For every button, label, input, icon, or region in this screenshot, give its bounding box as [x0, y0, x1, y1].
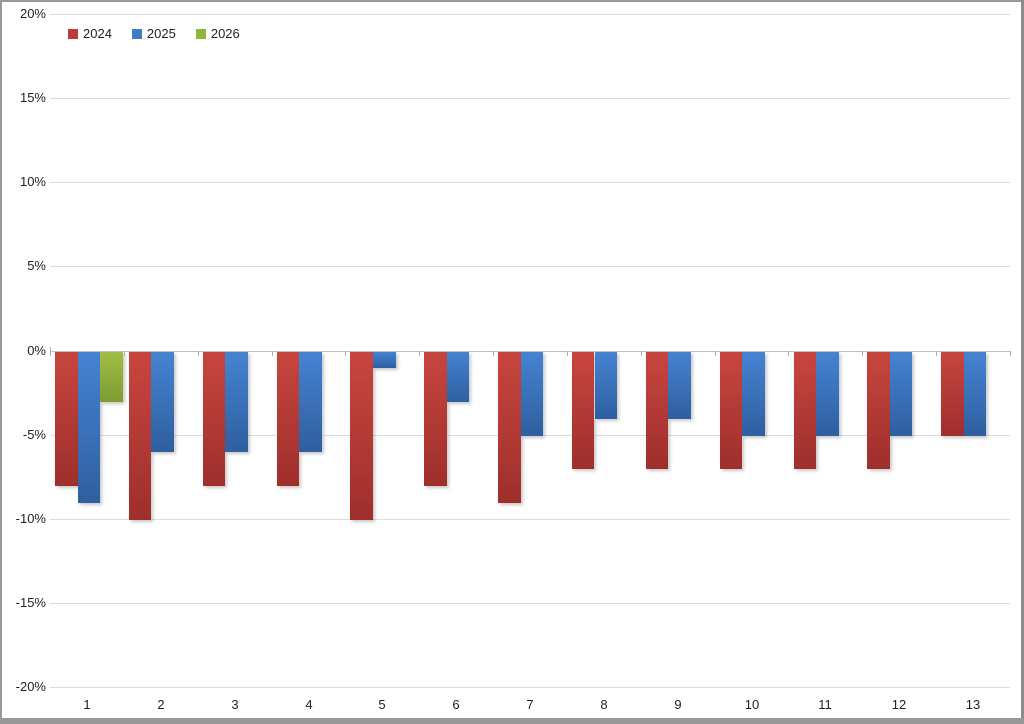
y-axis-tick-label: 20% [19, 6, 46, 21]
bar-2024-cat-10[interactable] [719, 351, 743, 470]
y-axis-tick-label: -10% [15, 511, 46, 526]
x-axis-tick [345, 351, 346, 356]
x-axis-tick [493, 351, 494, 356]
bar-2024-cat-8[interactable] [571, 351, 595, 470]
x-axis-category-label: 10 [744, 697, 760, 712]
x-axis-category-label: 1 [83, 697, 91, 712]
bar-2026-cat-1[interactable] [100, 351, 123, 402]
x-axis-line [50, 351, 1010, 352]
x-axis-tick [788, 351, 789, 356]
bar-2025-cat-11[interactable] [816, 351, 839, 436]
x-axis-category-label: 13 [965, 697, 981, 712]
bar-2024-cat-4[interactable] [276, 351, 300, 487]
x-axis-tick [198, 351, 199, 356]
gridline [50, 266, 1010, 267]
y-axis-tick-label: -15% [15, 595, 46, 610]
bar-2025-cat-9[interactable] [668, 351, 691, 419]
bar-2024-cat-6[interactable] [424, 351, 447, 487]
legend-swatch-icon [131, 28, 142, 39]
x-axis-category-label: 3 [231, 697, 239, 712]
gridline [50, 182, 1010, 183]
bar-2024-cat-1[interactable] [55, 351, 78, 487]
bar-2025-cat-6[interactable] [446, 351, 470, 402]
x-axis-tick [1010, 351, 1011, 356]
x-axis-tick [936, 351, 937, 356]
legend-swatch-icon [68, 28, 78, 39]
bar-2025-cat-1[interactable] [77, 351, 101, 503]
x-axis-category-label: 2 [157, 697, 165, 712]
x-axis-category-label: 11 [818, 697, 832, 712]
gridline [50, 519, 1010, 520]
legend-item-2026[interactable]: 2026 [195, 26, 240, 41]
x-axis-tick [124, 351, 125, 356]
bar-2024-cat-11[interactable] [793, 351, 817, 470]
bar-2024-cat-12[interactable] [867, 351, 890, 470]
frame-border-left [0, 0, 2, 724]
bar-2025-cat-13[interactable] [963, 351, 987, 436]
legend-item-2025[interactable]: 2025 [131, 26, 176, 41]
x-axis-tick [715, 351, 716, 356]
x-axis-category-label: 8 [600, 697, 608, 712]
frame-border-top [0, 0, 1024, 2]
frame-border-bottom [0, 718, 1024, 724]
legend-swatch-icon [195, 28, 206, 39]
bar-2025-cat-4[interactable] [299, 351, 322, 453]
bar-2024-cat-7[interactable] [498, 351, 521, 503]
bar-2024-cat-2[interactable] [128, 351, 152, 520]
y-axis-tick-label: 15% [19, 90, 46, 105]
legend-label: 2026 [210, 26, 240, 41]
y-axis-tick-label: 5% [27, 258, 46, 273]
gridline [50, 603, 1010, 604]
y-axis-tick-label: 0% [27, 343, 46, 358]
y-axis-tick-label: 10% [19, 174, 46, 189]
x-axis-tick [862, 351, 863, 356]
y-axis-tick-label: -20% [15, 679, 46, 694]
bar-2024-cat-9[interactable] [645, 351, 669, 470]
x-axis-tick [641, 351, 642, 356]
bar-2025-cat-7[interactable] [520, 351, 544, 436]
bar-2025-cat-10[interactable] [742, 351, 765, 436]
bar-2024-cat-3[interactable] [202, 351, 226, 487]
x-axis-tick [419, 351, 420, 356]
legend-item-2024[interactable]: 2024 [68, 26, 112, 41]
x-axis-category-label: 9 [674, 697, 682, 712]
legend-label: 2025 [146, 26, 176, 41]
chart-legend: 2024 2025 2026 [68, 26, 240, 41]
gridline [50, 14, 1010, 15]
bar-2025-cat-2[interactable] [151, 351, 174, 453]
x-axis-category-label: 6 [452, 697, 460, 712]
bar-2025-cat-3[interactable] [225, 351, 248, 453]
y-axis-tick-label: -5% [22, 427, 46, 442]
x-axis-category-label: 5 [378, 697, 386, 712]
bar-2025-cat-8[interactable] [594, 351, 618, 419]
bar-2024-cat-5[interactable] [350, 351, 373, 520]
x-axis-category-label: 4 [305, 697, 313, 712]
frame-border-right [1021, 0, 1024, 724]
x-axis-tick [567, 351, 568, 356]
bar-2024-cat-13[interactable] [941, 351, 964, 436]
gridline [50, 687, 1010, 688]
x-axis-tick [272, 351, 273, 356]
bar-2025-cat-12[interactable] [889, 351, 913, 436]
gridline [50, 98, 1010, 99]
x-axis-category-label: 7 [526, 697, 534, 712]
bar-2025-cat-5[interactable] [373, 351, 396, 369]
x-axis-category-label: 12 [891, 697, 907, 712]
legend-label: 2024 [83, 26, 112, 41]
axis-origin-tick [50, 347, 51, 356]
